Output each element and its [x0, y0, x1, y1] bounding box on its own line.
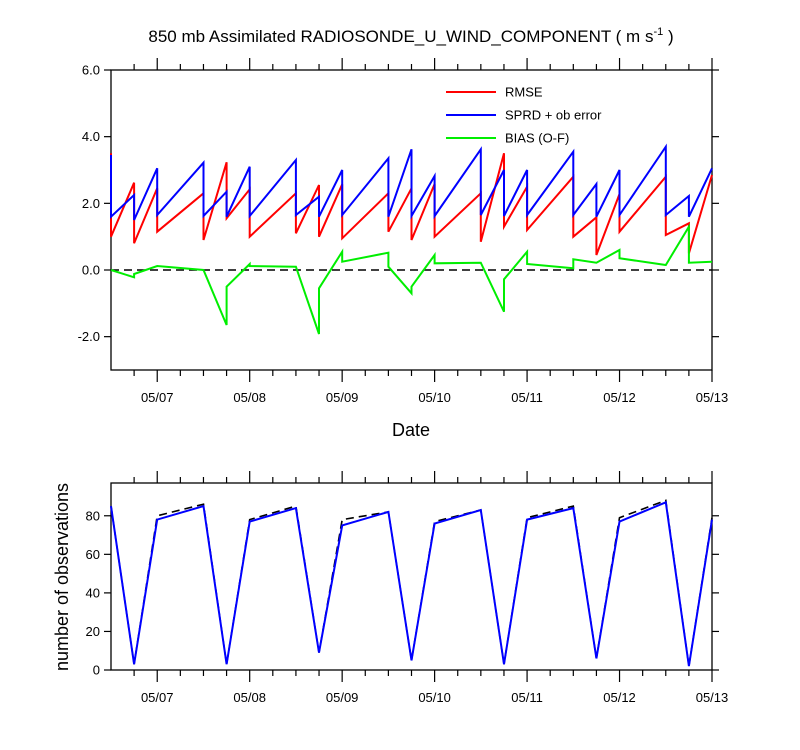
bottom-ytick-label: 60 — [86, 547, 100, 562]
top-xtick-label: 05/09 — [326, 390, 359, 405]
chart-title: 850 mb Assimilated RADIOSONDE_U_WIND_COM… — [148, 26, 673, 46]
bottom-x-axis: 05/07 05/08 05/09 05/10 05/11 05/12 05/13 — [133, 471, 729, 705]
series-line-bias-o-f — [110, 223, 713, 335]
bottom-panel: 0 20 40 60 80 05/07 05/08 05/09 05/10 05/11 05/12… — [52, 471, 728, 705]
bottom-y-axis: 0 20 40 60 80 — [86, 508, 719, 678]
top-panel: 6.04.02.00.0-2.0 05/07 05/08 05/09 05/10 05/… — [78, 58, 729, 405]
legend-label: BIAS (O-F) — [505, 131, 569, 146]
bottom-xtick-label: 05/11 — [511, 690, 543, 705]
top-ytick-label: 0.0 — [82, 263, 100, 278]
top-xtick-label: 05/12 — [603, 390, 636, 405]
top-x-axis: 05/07 05/08 05/09 05/10 05/11 05/12 05/13 — [133, 58, 729, 405]
top-ytick-label: 6.0 — [82, 63, 100, 78]
top-xtick-label: 05/13 — [696, 390, 729, 405]
bottom-ytick-label: 0 — [93, 663, 100, 678]
bottom-xtick-label: 05/07 — [141, 690, 174, 705]
top-series-group — [110, 143, 713, 335]
top-y-axis: 6.0 4.0 2.0 0.0 -2.0 — [78, 63, 719, 344]
bottom-xtick-label: 05/12 — [603, 690, 636, 705]
series-line-sprd-ob-error — [110, 143, 713, 221]
legend-label: SPRD + ob error — [505, 108, 602, 123]
obs-possible-line — [110, 499, 713, 667]
bottom-ytick-label: 40 — [86, 585, 100, 600]
bottom-xtick-label: 05/09 — [326, 690, 359, 705]
x-axis-title: Date — [392, 420, 430, 440]
top-xtick-label: 05/11 — [511, 390, 543, 405]
bottom-ytick-label: 80 — [86, 508, 100, 523]
top-ytick-label: 2.0 — [82, 196, 100, 211]
legend: RMSE SPRD + ob error BIAS (O-F) — [446, 85, 602, 146]
top-ytick-label: -2.0 — [78, 329, 100, 344]
bottom-xtick-label: 05/10 — [418, 690, 451, 705]
obs-used-line — [110, 500, 713, 667]
legend-label: RMSE — [505, 85, 543, 100]
bottom-series-group — [110, 499, 713, 667]
bottom-xtick-label: 05/13 — [696, 690, 729, 705]
bottom-y-axis-title: number of observations — [52, 483, 72, 671]
top-xtick-label: 05/08 — [233, 390, 266, 405]
top-ytick-label: 4.0 — [82, 129, 100, 144]
bottom-plot-frame — [110, 482, 713, 671]
top-xtick-label: 05/10 — [418, 390, 451, 405]
top-xtick-label: 05/07 — [141, 390, 174, 405]
bottom-xtick-label: 05/08 — [233, 690, 266, 705]
bottom-ytick-label: 20 — [86, 624, 100, 639]
